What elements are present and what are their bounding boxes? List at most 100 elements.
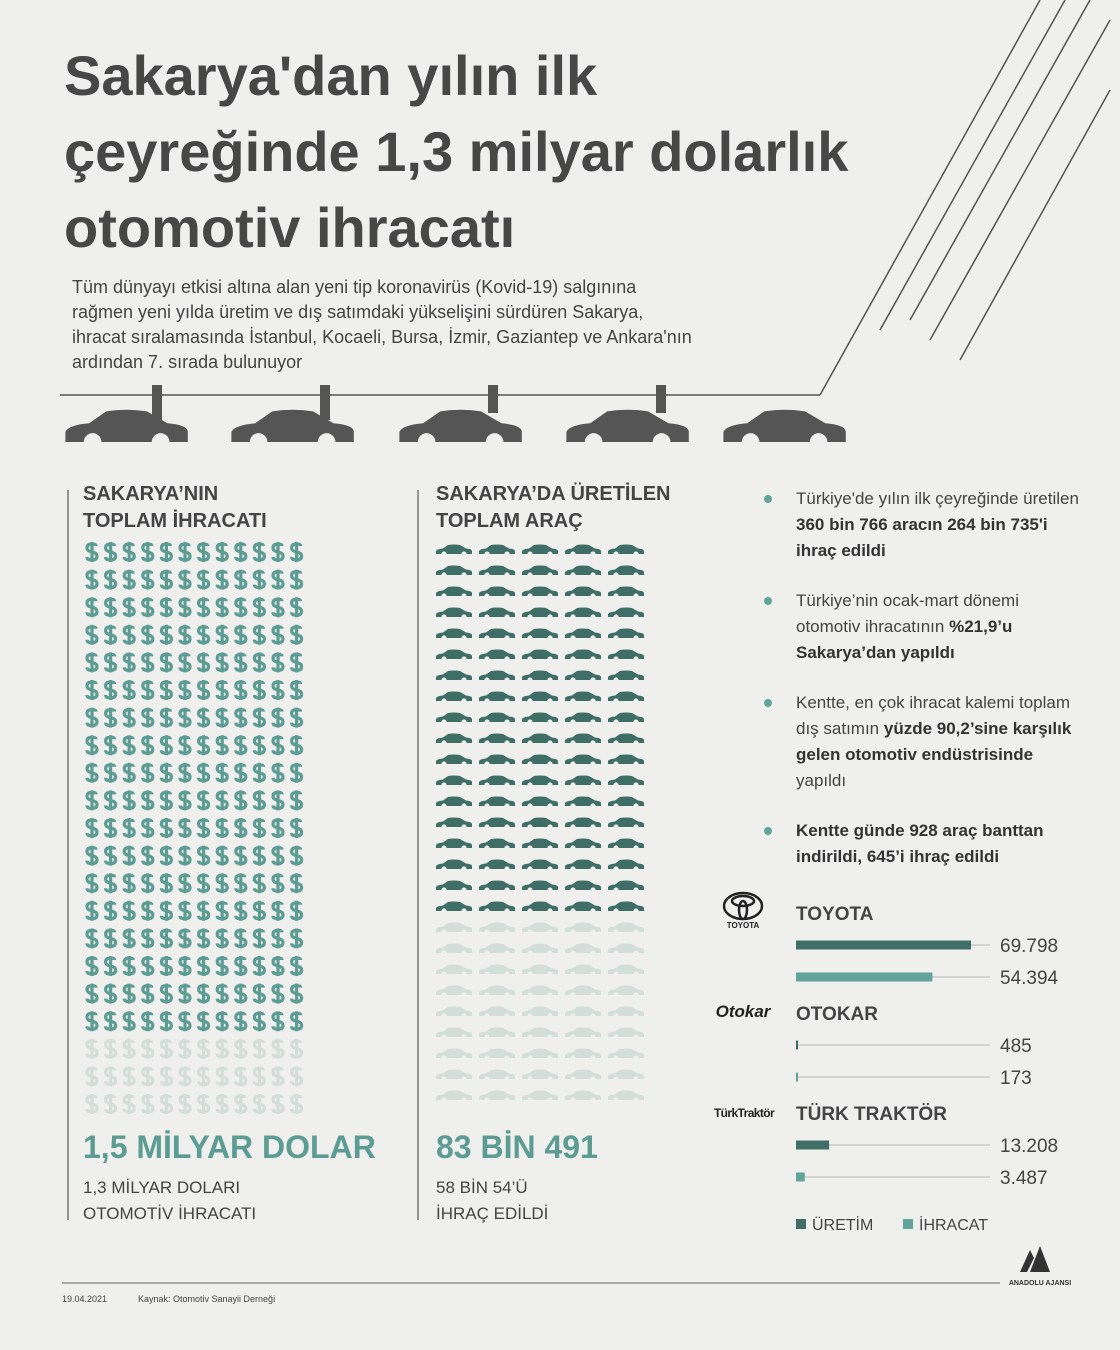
car-icon bbox=[479, 943, 515, 956]
car-icon bbox=[479, 985, 515, 998]
dollar-icon bbox=[215, 843, 229, 868]
dollar-icon bbox=[234, 623, 248, 647]
car-icon bbox=[522, 1069, 558, 1082]
dollar-icon bbox=[103, 650, 118, 675]
car-icon bbox=[479, 838, 515, 851]
car-icon bbox=[565, 817, 601, 830]
dollar-icon bbox=[141, 540, 155, 564]
dollar-icon bbox=[122, 954, 136, 978]
footer-source: Kaynak: Otomotiv Sanayii Derneği bbox=[138, 1294, 275, 1304]
car-icon bbox=[565, 985, 601, 998]
dollar-icon bbox=[103, 1037, 118, 1061]
dollar-icon bbox=[85, 595, 99, 619]
dollar-icon bbox=[215, 567, 229, 592]
car-icon bbox=[522, 1090, 558, 1103]
dollar-icon bbox=[252, 733, 266, 757]
dollar-icon bbox=[271, 761, 285, 785]
car-icon bbox=[479, 754, 515, 767]
car-icon bbox=[436, 607, 472, 620]
intro-line: ihracat sıralamasında İstanbul, Kocaeli,… bbox=[72, 327, 692, 347]
dollar-icon bbox=[141, 733, 155, 757]
dollar-icon bbox=[234, 816, 248, 840]
car-icon bbox=[479, 691, 515, 704]
dollar-icon bbox=[178, 926, 192, 951]
dollar-icon bbox=[197, 733, 211, 757]
car-icon bbox=[479, 1048, 515, 1061]
dollar-icon bbox=[234, 899, 248, 923]
dollar-icon bbox=[234, 1092, 248, 1116]
logo-text: TürkTraktör bbox=[714, 1106, 775, 1120]
dollar-icon bbox=[271, 733, 285, 757]
car-icon bbox=[608, 565, 644, 578]
dollar-icon bbox=[141, 788, 155, 813]
dollar-icon bbox=[103, 954, 118, 978]
car-icon bbox=[565, 1048, 601, 1061]
bullet-list: Türkiye'de yılın ilk çeyreğinde üretilen… bbox=[762, 486, 1082, 894]
car-icon bbox=[565, 586, 601, 599]
dollar-icon bbox=[290, 761, 304, 785]
dollar-icon bbox=[122, 650, 136, 675]
dollar-icon bbox=[271, 567, 285, 592]
car-icon bbox=[565, 922, 601, 935]
car-icon bbox=[565, 1090, 601, 1103]
car-icon bbox=[479, 586, 515, 599]
dollar-icon bbox=[234, 540, 248, 564]
car-icon bbox=[608, 628, 644, 641]
dollar-icon bbox=[290, 1037, 304, 1061]
dollar-icon bbox=[141, 1092, 155, 1116]
car-icon bbox=[565, 754, 601, 767]
section-note: OTOMOTİV İHRACATI bbox=[83, 1204, 256, 1223]
dollar-icon bbox=[85, 788, 99, 813]
dollar-icon bbox=[159, 981, 173, 1006]
dollar-icon bbox=[252, 761, 266, 785]
car-icon bbox=[565, 628, 601, 641]
car-icon bbox=[565, 796, 601, 809]
dollar-icon bbox=[290, 816, 304, 840]
dollar-icon bbox=[85, 981, 99, 1006]
car-icon bbox=[479, 649, 515, 662]
dollar-icon bbox=[178, 954, 192, 978]
car-icon bbox=[565, 544, 601, 557]
car-icon bbox=[436, 754, 472, 767]
dollar-icon bbox=[141, 623, 155, 647]
car-icon bbox=[522, 670, 558, 683]
dollar-icon bbox=[159, 954, 173, 978]
car-icon bbox=[608, 838, 644, 851]
dollar-icon bbox=[103, 899, 118, 923]
car-icon bbox=[608, 1090, 644, 1103]
dollar-icon bbox=[103, 1092, 118, 1116]
dollar-icon bbox=[271, 871, 285, 895]
car-icon bbox=[479, 670, 515, 683]
footer-date: 19.04.2021 bbox=[62, 1294, 107, 1304]
dollar-icon bbox=[252, 788, 266, 813]
car-icon bbox=[608, 796, 644, 809]
dollar-icon bbox=[197, 595, 211, 619]
dollar-icon bbox=[215, 926, 229, 951]
dollar-icon bbox=[197, 981, 211, 1006]
bullet-text: Kentte günde 928 araç banttan indirildi,… bbox=[796, 821, 1044, 866]
dollar-icon bbox=[290, 1092, 304, 1116]
car-icon bbox=[522, 922, 558, 935]
car-icon bbox=[608, 691, 644, 704]
section-heading: TOPLAM ARAÇ bbox=[436, 510, 583, 532]
section-heading: SAKARYA’DA ÜRETİLEN bbox=[436, 482, 670, 505]
car-icon bbox=[608, 985, 644, 998]
dollar-icon bbox=[141, 816, 155, 840]
dollar-icon bbox=[271, 926, 285, 951]
dollar-icon bbox=[290, 678, 304, 702]
dollar-icon bbox=[271, 1064, 285, 1089]
dollar-icon bbox=[178, 595, 192, 619]
car-icon bbox=[565, 1027, 601, 1040]
dollar-icon bbox=[252, 981, 266, 1006]
car-icon bbox=[565, 691, 601, 704]
car-icon bbox=[522, 691, 558, 704]
dollar-icon bbox=[234, 788, 248, 813]
car-icon bbox=[436, 1027, 472, 1040]
car-icon bbox=[436, 1090, 472, 1103]
bullet-text: Türkiye’nin ocak-mart dönemi otomotiv ih… bbox=[796, 591, 1019, 636]
car-icon bbox=[436, 1069, 472, 1082]
car-icon bbox=[565, 712, 601, 725]
car-icon bbox=[608, 859, 644, 872]
car-icon bbox=[565, 607, 601, 620]
